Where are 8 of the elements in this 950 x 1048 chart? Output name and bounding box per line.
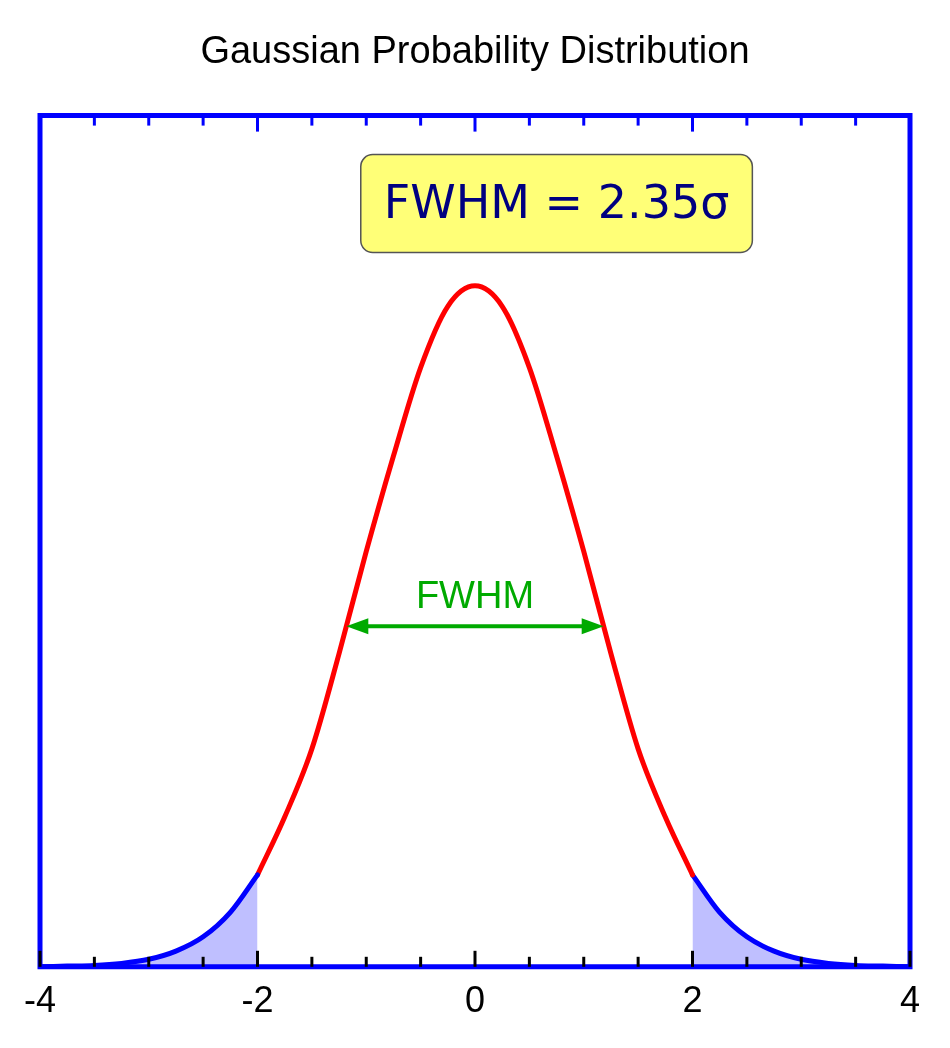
x-tick-label: 4 — [899, 979, 921, 1021]
x-tick-label: 2 — [682, 979, 703, 1021]
chart-title: Gaussian Probability Distribution — [200, 29, 750, 72]
text: FWHM = 2.35σ — [383, 174, 730, 229]
x-tick-label: -4 — [23, 979, 57, 1021]
x-tick-label: 0 — [464, 979, 486, 1021]
x-tick-label: -2 — [241, 979, 274, 1021]
annotation: FWHM — [415, 573, 535, 616]
